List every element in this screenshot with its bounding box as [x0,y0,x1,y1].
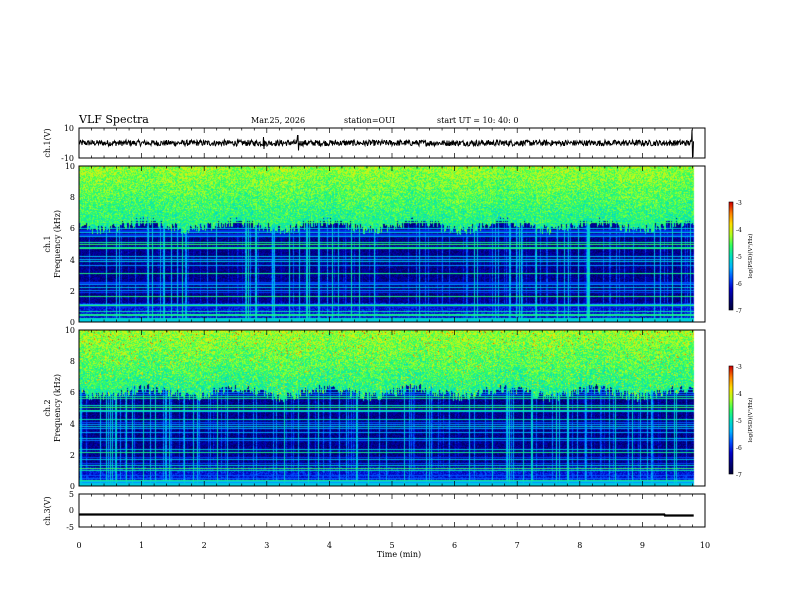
ch2-spec-ytick-6: 6 [70,388,75,397]
ch1-cb-tick-m4: -4 [736,227,742,234]
ch1-cb-tick-m5: -5 [736,254,742,261]
ch3-ticks [78,494,706,527]
ch1-spec-ylabel-frequency: Frequency (kHz) [53,210,62,278]
ch1-spec-ylabel-channel: ch.1 [43,235,52,252]
ch2-spectrogram-yticks: 10 8 6 4 2 0 [65,326,75,491]
ch1-colorbar [729,202,733,310]
x-tick-label: 2 [202,541,207,550]
ch1-colorbar-ticks: -3 -4 -5 -6 -7 [736,200,742,315]
ch2-spec-ylabel-frequency: Frequency (kHz) [53,374,62,442]
ch1-spec-ytick-8: 8 [70,193,75,202]
ch3-ylabel: ch.3(V) [43,496,52,525]
ch2-cb-tick-m5: -5 [736,418,742,425]
x-tick-label: 8 [577,541,582,550]
ch3-trace [79,513,694,517]
ch2-spectrogram-ticks [78,330,706,486]
x-tick-label: 9 [640,541,645,550]
ch1-spectrogram-yticks: 10 8 6 4 2 0 [65,162,75,327]
ch1-panel: 10 -10 ch.1(V) [43,124,706,163]
ch3-ytick-m5: -5 [66,523,74,532]
ch1-spectrogram-ticks [78,166,706,322]
ch2-colorbar-frame [728,365,734,475]
ch1-colorbar-label: log(PSD)(V²/Hz) [747,234,754,279]
x-tick-labels: 0 1 2 3 4 5 6 7 8 9 10 [76,541,710,550]
ch2-spec-ylabel-channel: ch.2 [43,399,52,416]
ch2-cb-tick-m3: -3 [736,364,742,371]
x-axis-label: Time (min) [377,550,421,559]
ch2-spec-ytick-2: 2 [70,451,75,460]
ch2-cb-tick-m6: -6 [736,445,742,452]
x-tick-label: 6 [452,541,457,550]
ch2-spec-ytick-8: 8 [70,357,75,366]
ch1-spec-ytick-6: 6 [70,224,75,233]
ch1-spec-ytick-0: 0 [70,318,75,327]
ch2-colorbar-ticks: -3 -4 -5 -6 -7 [736,364,742,479]
x-tick-label: 0 [76,541,81,550]
ch2-cb-tick-m4: -4 [736,391,742,398]
ch2-spec-ytick-0: 0 [70,482,75,491]
ch1-ytick-bottom: -10 [61,154,74,163]
ch1-spec-ytick-10: 10 [65,162,75,171]
ch1-ticks [78,128,706,158]
date-label: Mar.25, 2026 [251,116,305,125]
ch2-cb-tick-m7: -7 [736,472,742,479]
ch1-ytick-top: 10 [64,124,74,133]
ch2-spectrogram-panel: 10 8 6 4 2 0 ch.2 Frequency (kHz) -3 -4 … [43,326,754,491]
x-tick-label: 7 [515,541,520,550]
x-tick-label: 4 [327,541,332,550]
ch2-spec-ytick-4: 4 [70,420,75,429]
ch3-ytick-5: 5 [69,490,74,499]
ch1-cb-tick-m3: -3 [736,200,742,207]
x-tick-label: 1 [139,541,144,550]
ch1-cb-tick-m7: -7 [736,308,742,315]
station-label: station=OUI [344,116,395,125]
ch1-colorbar-frame [728,201,734,311]
ch2-colorbar-label: log(PSD)(V²/Hz) [747,398,754,443]
ch1-spectrogram-panel: 10 8 6 4 2 0 ch.1 Frequency (kHz) -3 -4 … [43,162,754,327]
figure-title: VLF Spectra [78,113,149,126]
ch1-spectrogram-image [79,166,705,322]
start-time-label: start UT = 10: 40: 0 [437,116,518,125]
x-tick-label: 5 [389,541,394,550]
x-tick-label: 3 [264,541,269,550]
x-tick-label: 10 [700,541,710,550]
ch3-panel: 5 0 -5 ch.3(V) [43,490,706,532]
ch3-ytick-0: 0 [69,506,74,515]
ch1-spec-ytick-4: 4 [70,256,75,265]
ch1-trace [78,129,694,157]
ch1-ylabel: ch.1(V) [43,128,52,157]
ch2-spec-ytick-10: 10 [65,326,75,335]
ch2-colorbar [729,366,733,474]
ch1-cb-tick-m6: -6 [736,281,742,288]
ch2-spectrogram-image [79,330,705,486]
ch1-spec-ytick-2: 2 [70,287,75,296]
